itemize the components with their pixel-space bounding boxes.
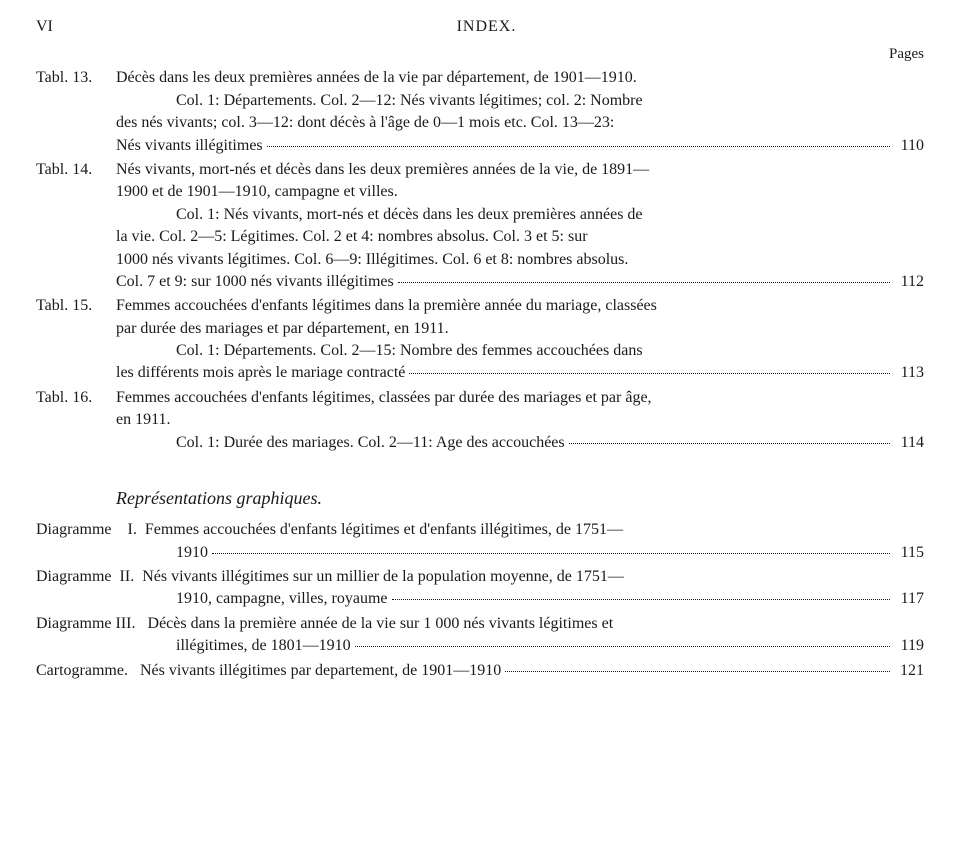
entry-line: Femmes accouchées d'enfants légitimes, c…	[116, 387, 924, 409]
spacer	[136, 613, 148, 635]
entry-line: Décès dans les deux premières années de …	[116, 67, 924, 89]
page-number: 119	[894, 635, 924, 657]
entry-text: Femmes accouchées d'enfants légitimes, c…	[116, 387, 924, 454]
leader-dots	[267, 135, 890, 146]
entry-line: 1000 nés vivants légitimes. Col. 6—9: Il…	[116, 249, 924, 271]
index-entry-13: Tabl. 13. Décès dans les deux premières …	[36, 67, 924, 157]
entry-dotted-line: Nés vivants illégitimes 110	[116, 135, 924, 157]
cartogram-entry: Cartogramme. Nés vivants illégitimes par…	[36, 660, 924, 682]
entry-label: Tabl. 15.	[36, 295, 116, 317]
entry-line: des nés vivants; col. 3—12: dont décès à…	[116, 112, 924, 134]
page-title: INDEX.	[53, 16, 920, 38]
diagram-line: Décès dans la première année de la vie s…	[148, 613, 614, 635]
leader-dots	[392, 589, 891, 600]
entry-label: Tabl. 16.	[36, 387, 116, 409]
diagram-entry-3: Diagramme III. Décès dans la première an…	[36, 613, 924, 658]
page-roman: VI	[36, 16, 53, 38]
diagram-line: illégitimes, de 1801—1910	[176, 635, 351, 657]
entry-line: 1900 et de 1901—1910, campagne et villes…	[116, 181, 924, 203]
diagram-entry-1: Diagramme I. Femmes accouchées d'enfants…	[36, 519, 924, 564]
leader-dots	[212, 542, 890, 553]
entry-line: Col. 7 et 9: sur 1000 nés vivants illégi…	[116, 271, 394, 293]
diagram-label: Diagramme I.	[36, 519, 145, 541]
entry-line: Nés vivants illégitimes	[116, 135, 263, 157]
leader-dots	[409, 363, 890, 374]
index-entry-16: Tabl. 16. Femmes accouchées d'enfants lé…	[36, 387, 924, 454]
entry-line: par durée des mariages et par départemen…	[116, 318, 924, 340]
entry-dotted-line: Col. 7 et 9: sur 1000 nés vivants illégi…	[116, 271, 924, 293]
entry-line: Col. 1: Départements. Col. 2—15: Nombre …	[116, 340, 924, 362]
entry-line: Col. 1: Durée des mariages. Col. 2—11: A…	[176, 432, 565, 454]
diagram-line: Femmes accouchées d'enfants légitimes et…	[145, 519, 623, 541]
entry-text: Nés vivants, mort-nés et décès dans les …	[116, 159, 924, 293]
entry-line: la vie. Col. 2—5: Légitimes. Col. 2 et 4…	[116, 226, 924, 248]
entry-label: Tabl. 14.	[36, 159, 116, 181]
entry-line: les différents mois après le mariage con…	[116, 362, 405, 384]
leader-dots	[398, 272, 890, 283]
leader-dots	[355, 636, 890, 647]
diagram-line: Nés vivants illégitimes sur un millier d…	[142, 566, 624, 588]
page-number: 112	[894, 271, 924, 293]
entry-line: Col. 1: Départements. Col. 2—12: Nés viv…	[116, 90, 924, 112]
page-number: 114	[894, 432, 924, 454]
index-entry-14: Tabl. 14. Nés vivants, mort-nés et décès…	[36, 159, 924, 293]
entry-dotted-line: Col. 1: Durée des mariages. Col. 2—11: A…	[116, 432, 924, 454]
entry-text: Femmes accouchées d'enfants légitimes da…	[116, 295, 924, 385]
entry-line: Femmes accouchées d'enfants légitimes da…	[116, 295, 924, 317]
index-entry-15: Tabl. 15. Femmes accouchées d'enfants lé…	[36, 295, 924, 385]
leader-dots	[569, 432, 890, 443]
pages-column-label: Pages	[36, 44, 924, 65]
entry-line: Nés vivants, mort-nés et décès dans les …	[116, 159, 924, 181]
entry-text: Décès dans les deux premières années de …	[116, 67, 924, 157]
diagram-line: 1910, campagne, villes, royaume	[176, 588, 388, 610]
entry-label: Tabl. 13.	[36, 67, 116, 89]
page-number: 117	[894, 588, 924, 610]
diagram-line: 1910	[176, 542, 208, 564]
entry-dotted-line: les différents mois après le mariage con…	[116, 362, 924, 384]
section-title: Représentations graphiques.	[36, 486, 924, 511]
diagram-label: Diagramme II.	[36, 566, 142, 588]
page-number: 110	[894, 135, 924, 157]
entry-line: en 1911.	[116, 409, 924, 431]
header-spacer	[920, 16, 924, 38]
page-number: 121	[894, 660, 924, 682]
cartogram-line: Cartogramme. Nés vivants illégitimes par…	[36, 660, 501, 682]
page-number: 113	[894, 362, 924, 384]
page-number: 115	[894, 542, 924, 564]
diagram-label: Diagramme III.	[36, 613, 136, 635]
entry-line: Col. 1: Nés vivants, mort-nés et décès d…	[116, 204, 924, 226]
page-header: VI INDEX.	[36, 16, 924, 38]
leader-dots	[505, 660, 890, 671]
diagram-entry-2: Diagramme II. Nés vivants illégitimes su…	[36, 566, 924, 611]
